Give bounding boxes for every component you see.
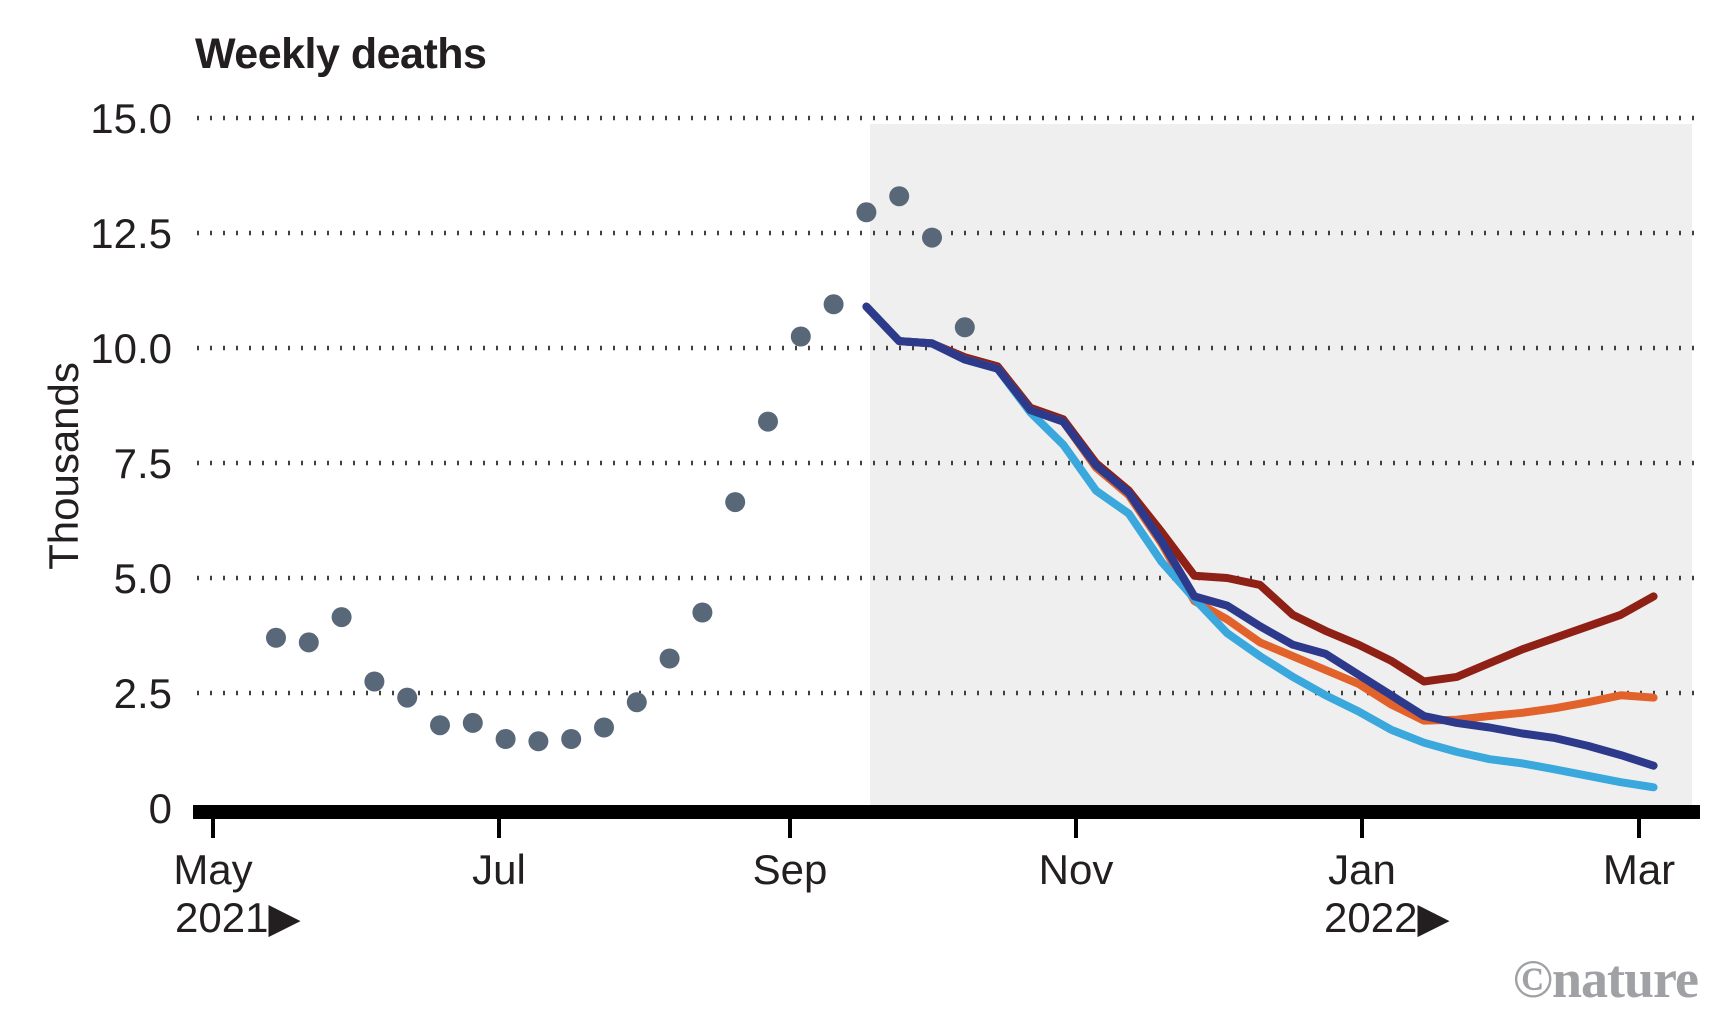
y-tick-label: 12.5	[90, 210, 172, 257]
observed-dot	[397, 687, 418, 708]
x-tick-label: Mar	[1603, 846, 1675, 893]
y-tick-label: 15.0	[90, 95, 172, 142]
observed-dot	[364, 671, 385, 692]
observed-dot	[725, 492, 746, 513]
x-axis-tick	[788, 819, 792, 838]
x-tick-label: Sep	[753, 846, 828, 893]
x-axis-line	[193, 805, 1700, 819]
x-tick-label: Jul	[472, 846, 526, 893]
observed-dot	[528, 731, 549, 752]
y-tick-label: 10.0	[90, 325, 172, 372]
observed-dot	[626, 692, 647, 713]
chart-title: Weekly deaths	[195, 30, 487, 78]
x-tick-label: Jan	[1328, 846, 1396, 893]
observed-dot	[266, 627, 286, 648]
observed-dot	[692, 602, 713, 623]
observed-dot	[790, 326, 811, 347]
x-tick-year-label: 2021▶	[175, 894, 301, 941]
y-tick-label: 7.5	[114, 440, 172, 487]
navy-projection-line	[862, 302, 1658, 770]
observed-dot	[954, 317, 975, 338]
y-tick-label: 2.5	[114, 670, 172, 717]
x-axis-tick	[1637, 819, 1641, 838]
projection-shaded-region	[870, 124, 1692, 805]
x-tick-year-label: 2022▶	[1324, 894, 1450, 941]
y-tick-label: 0	[149, 785, 172, 832]
observed-dot	[922, 227, 942, 248]
x-axis-tick	[497, 819, 501, 838]
observed-dot	[758, 411, 778, 432]
observed-dot	[298, 632, 319, 653]
x-axis-tick	[211, 819, 215, 838]
nature-watermark: ©nature	[1512, 949, 1699, 1009]
observed-dot	[495, 729, 516, 749]
x-axis-tick	[1360, 819, 1364, 838]
x-tick-label: Nov	[1039, 846, 1114, 893]
observed-dot	[659, 648, 680, 669]
observed-dot	[462, 712, 483, 733]
observed-dot	[430, 715, 450, 736]
observed-dot	[889, 186, 910, 207]
y-tick-label: 5.0	[114, 555, 172, 602]
observed-dot	[823, 294, 844, 315]
observed-dot	[561, 729, 582, 749]
observed-dot	[594, 717, 614, 738]
observed-dot	[856, 202, 877, 223]
x-axis-tick	[1074, 819, 1078, 838]
observed-dot	[331, 607, 352, 628]
x-tick-label: May	[173, 846, 252, 893]
